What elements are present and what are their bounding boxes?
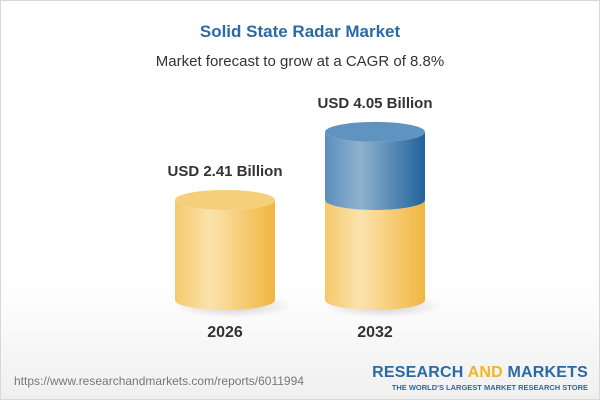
category-label: 2032 [357,324,393,341]
cylinder-body [175,199,275,310]
chart-title: Solid State Radar Market [199,22,401,41]
cylinder-top [325,121,425,142]
source-url[interactable]: https://www.researchandmarkets.com/repor… [14,374,304,388]
chart-subtitle: Market forecast to grow at a CAGR of 8.8… [155,53,445,70]
cylinder-growth-segment [325,131,425,210]
cylinder-chart: USD 2.41 Billion 2026 USD 4.05 Billion 2032 [167,95,443,341]
cylinder-top [175,189,275,210]
data-label: USD 4.05 Billion [317,95,432,112]
research-and-markets-logo: RESEARCH AND MARKETS THE WORLD'S LARGEST… [372,364,588,392]
data-label: USD 2.41 Billion [167,163,282,180]
cylinder-base-segment [325,199,425,310]
category-label: 2026 [207,324,243,341]
footer: https://www.researchandmarkets.com/repor… [0,356,600,400]
